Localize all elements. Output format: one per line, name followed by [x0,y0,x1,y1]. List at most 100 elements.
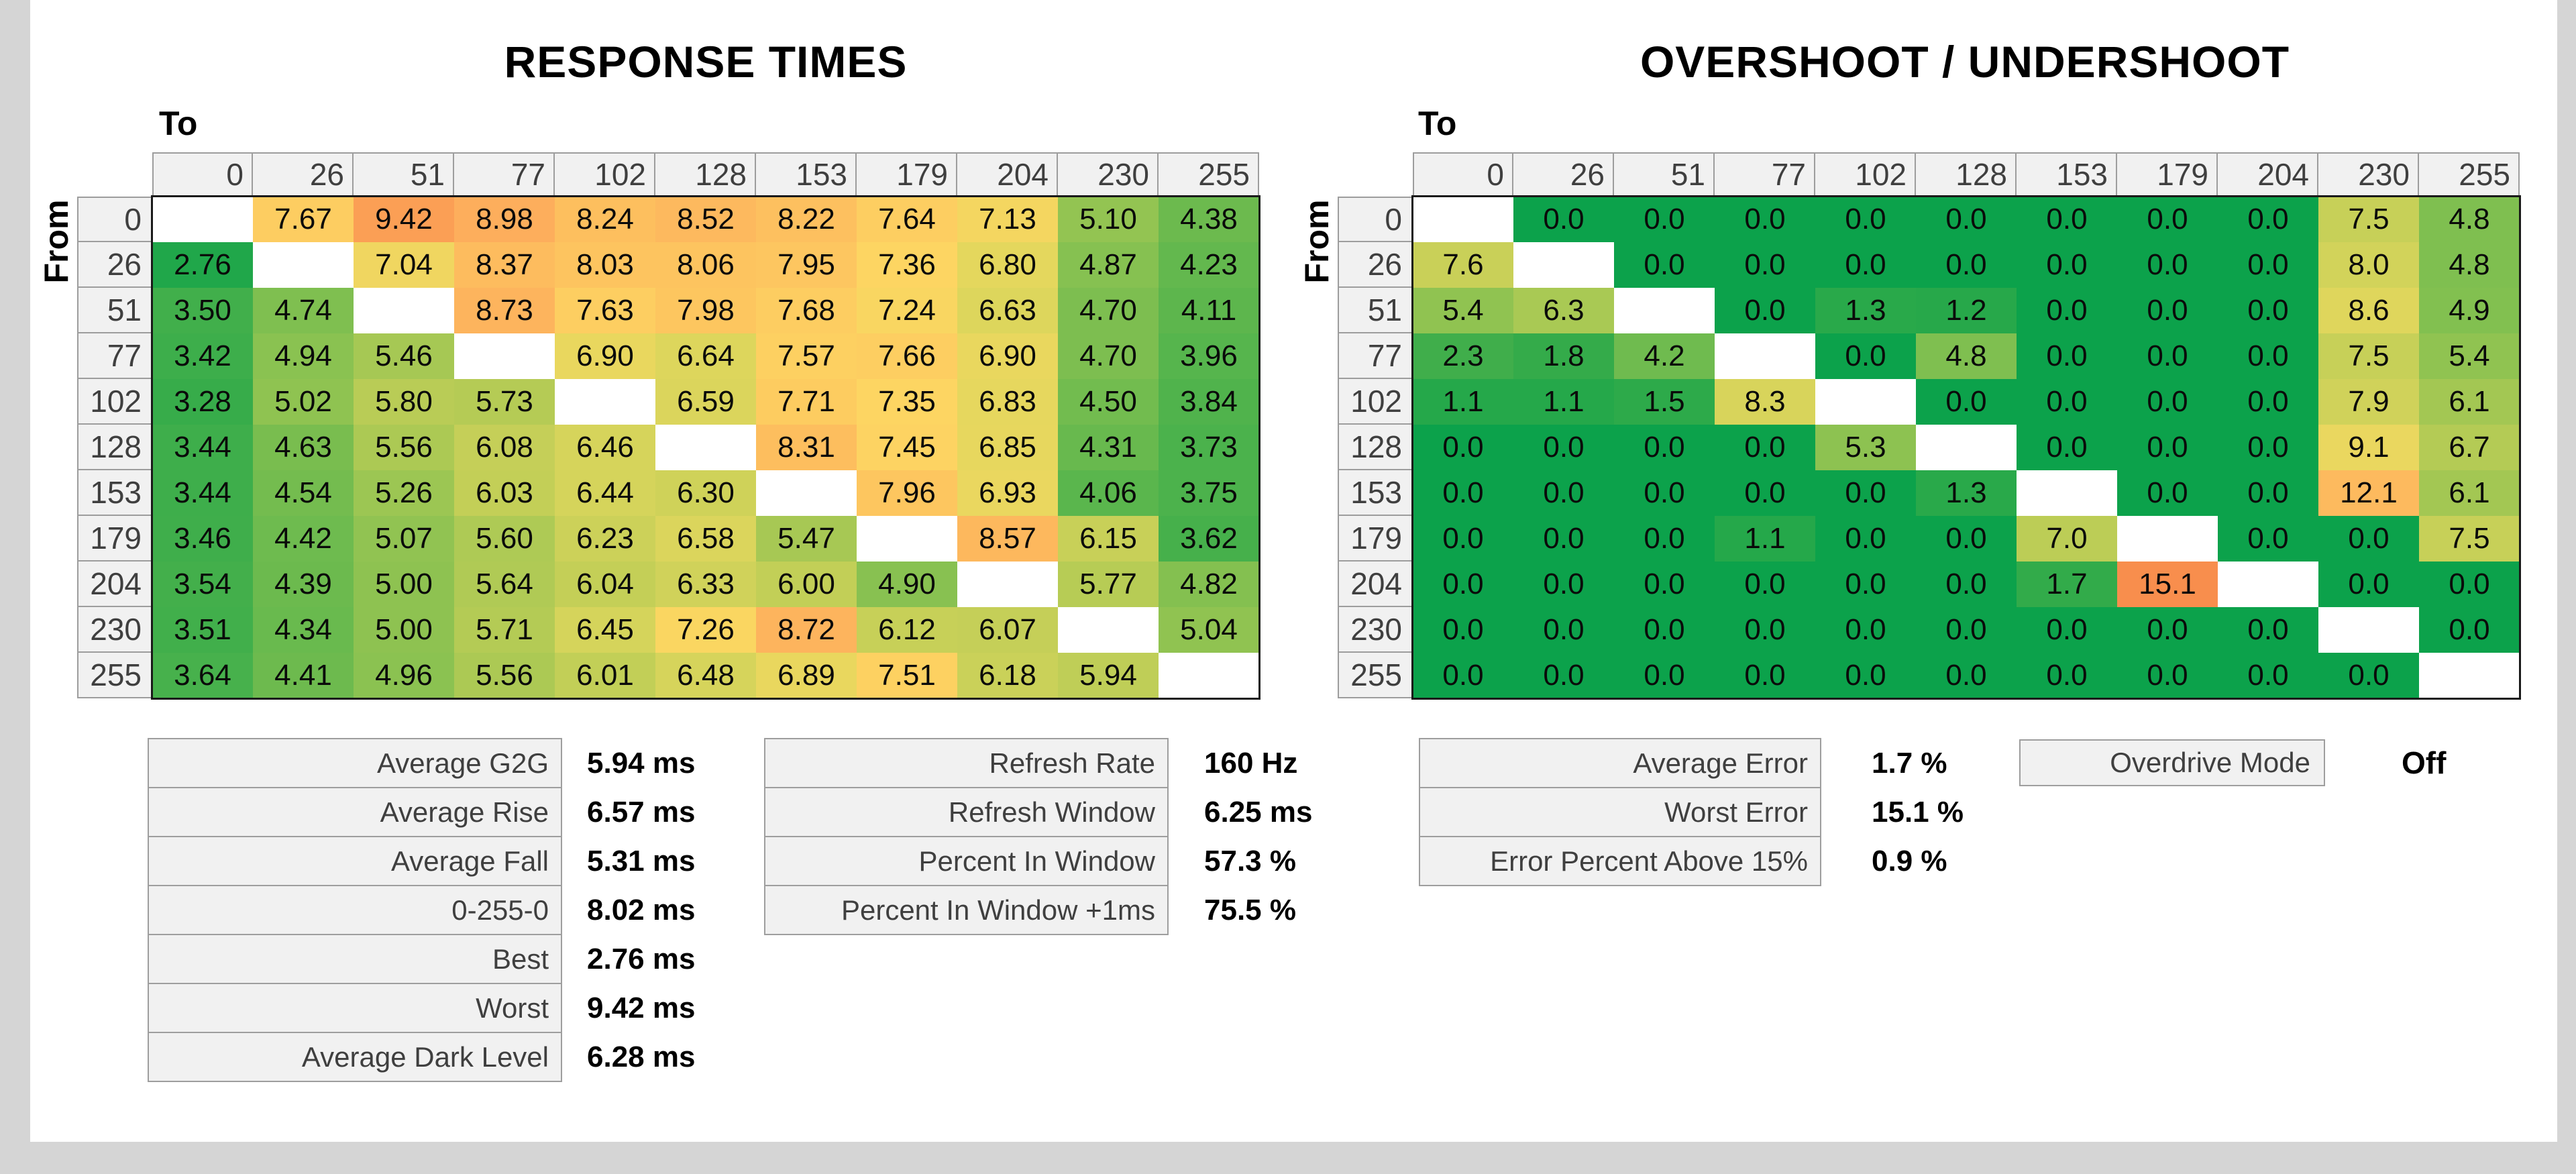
col-header-cell: 153 [756,152,857,197]
heatmap-cell: 0.0 [2318,516,2419,562]
heatmap-cell: 5.60 [454,516,555,562]
heatmap-cell: 0.0 [1513,607,1614,653]
col-header-cell: 204 [957,152,1058,197]
heatmap-cell: 0.0 [2117,607,2218,653]
heatmap-cell: 6.58 [655,516,756,562]
heatmap-cell: 9.1 [2318,425,2419,470]
heatmap-cell: 4.11 [1159,288,1259,333]
row-header-cell: 230 [1338,607,1413,653]
heatmap-cell: 8.72 [756,607,857,653]
overshoot-to-axis-label: To [1418,105,1457,142]
stat-value: 5.31 ms [587,844,696,877]
heatmap-cell: 5.02 [253,379,354,425]
heatmap-cell: 6.03 [454,470,555,516]
row-header-cell: 0 [1338,197,1413,242]
heatmap-cell: 7.24 [857,288,957,333]
col-header-cell: 77 [1715,152,1815,197]
stat-value: 9.42 ms [587,991,696,1024]
heatmap-cell: 0.0 [2017,607,2117,653]
heatmap-cell: 0.0 [1715,197,1815,242]
response-times-title: RESPONSE TIMES [504,37,908,87]
heatmap-cell: 5.94 [1058,653,1159,698]
heatmap-cell: 0.0 [2117,333,2218,379]
heatmap-cell: 0.0 [1614,562,1715,607]
stat-label: 0-255-0 [148,885,562,935]
response-col-headers: 0 26 51 77 102 128 153 179 204 230 255 [152,152,1259,197]
heatmap-cell: 0.0 [2017,242,2117,288]
heatmap-cell: 3.42 [152,333,253,379]
heatmap-cell: 6.64 [655,333,756,379]
heatmap-cell: 6.1 [2419,470,2520,516]
row-header-cell: 0 [77,197,152,242]
col-header-cell: 255 [2419,152,2520,197]
stat-value: 6.28 ms [587,1040,696,1073]
heatmap-cell: 4.50 [1058,379,1159,425]
heatmap-cell: 0.0 [1513,653,1614,698]
stat-label: Average Dark Level [148,1032,562,1082]
stat-label: Worst Error [1419,787,1821,837]
heatmap-cell: 3.51 [152,607,253,653]
heatmap-cell: 0.0 [1513,470,1614,516]
heatmap-cell: 7.96 [857,470,957,516]
response-to-axis-label: To [159,105,198,142]
heatmap-cell: 3.44 [152,425,253,470]
heatmap-cell: 4.8 [1916,333,2017,379]
heatmap-cell: 1.3 [1916,470,2017,516]
heatmap-cell: 0.0 [2218,379,2318,425]
heatmap-cell: 4.23 [1159,242,1259,288]
heatmap-cell: 3.84 [1159,379,1259,425]
row-header-cell: 128 [1338,425,1413,470]
heatmap-cell: 6.90 [555,333,655,379]
heatmap-cell: 7.5 [2419,516,2520,562]
heatmap-cell: 0.0 [1815,653,1916,698]
heatmap-cell: 0.0 [1614,607,1715,653]
heatmap-cell: 4.34 [253,607,354,653]
heatmap-cell: 5.71 [454,607,555,653]
heatmap-cell: 0.0 [2017,197,2117,242]
heatmap-cell: 6.85 [957,425,1058,470]
row-header-cell: 204 [77,562,152,607]
heatmap-cell: 8.6 [2318,288,2419,333]
heatmap-cell: 0.0 [2218,470,2318,516]
heatmap-cell: 7.63 [555,288,655,333]
heatmap-cell: 8.98 [454,197,555,242]
heatmap-cell: 0.0 [2017,288,2117,333]
heatmap-cell: 0.0 [2117,242,2218,288]
heatmap-cell [2117,516,2218,562]
heatmap-cell: 0.0 [1413,470,1513,516]
heatmap-cell: 0.0 [2419,607,2520,653]
stat-value: 8.02 ms [587,893,696,926]
heatmap-cell: 0.0 [1815,562,1916,607]
heatmap-cell: 0.0 [1815,197,1916,242]
heatmap-cell: 3.75 [1159,470,1259,516]
stat-value: 5.94 ms [587,746,696,780]
heatmap-cell: 0.0 [1614,425,1715,470]
response-times-heatmap: 0 26 51 77 102 128 153 179 204 230 255 0 26 51 77 102 1… [77,152,1260,700]
heatmap-cell: 7.35 [857,379,957,425]
heatmap-cell: 7.13 [957,197,1058,242]
heatmap-cell: 0.0 [1815,333,1916,379]
heatmap-cell: 0.0 [1916,516,2017,562]
heatmap-cell: 0.0 [1815,242,1916,288]
heatmap-cell: 4.63 [253,425,354,470]
heatmap-cell: 6.7 [2419,425,2520,470]
heatmap-cell: 0.0 [2218,516,2318,562]
row-header-cell: 26 [1338,242,1413,288]
heatmap-cell: 6.18 [957,653,1058,698]
heatmap-cell [756,470,857,516]
heatmap-cell: 0.0 [1715,562,1815,607]
heatmap-cell: 6.08 [454,425,555,470]
heatmap-cell: 0.0 [1614,197,1715,242]
heatmap-cell: 7.51 [857,653,957,698]
heatmap-cell: 4.42 [253,516,354,562]
heatmap-cell: 7.67 [253,197,354,242]
overshoot-row-headers: 0 26 51 77 102 128 153 179 204 230 255 [1338,197,1413,698]
heatmap-cell: 6.59 [655,379,756,425]
heatmap-cell: 7.5 [2318,333,2419,379]
heatmap-cell: 4.74 [253,288,354,333]
overshoot-heatmap: 0 26 51 77 102 128 153 179 204 230 255 0 26 51 77 102 1… [1338,152,2521,700]
heatmap-cell: 3.44 [152,470,253,516]
response-data-grid: 7.67 9.42 8.98 8.24 8.52 8.22 7.64 7.13 5.10 4.38… [151,195,1260,700]
heatmap-cell: 4.8 [2419,197,2520,242]
